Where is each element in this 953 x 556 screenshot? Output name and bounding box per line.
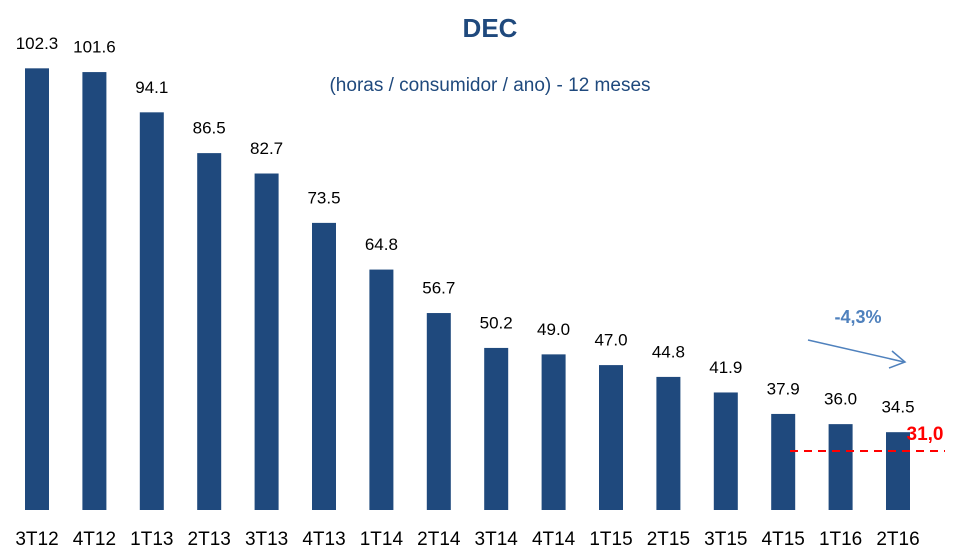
value-label: 41.9 bbox=[709, 358, 742, 377]
x-tick-label: 2T13 bbox=[188, 529, 231, 550]
x-tick-label: 2T15 bbox=[647, 529, 690, 550]
x-tick-label: 1T14 bbox=[360, 529, 404, 550]
value-label: 102.3 bbox=[16, 34, 59, 53]
chart-subtitle: (horas / consumidor / ano) - 12 meses bbox=[329, 75, 650, 96]
x-tick-label: 3T13 bbox=[245, 529, 288, 550]
bar bbox=[484, 347, 509, 510]
x-tick-label: 4T13 bbox=[302, 529, 345, 550]
value-label: 73.5 bbox=[307, 188, 340, 207]
x-tick-label: 3T15 bbox=[704, 529, 747, 550]
bar bbox=[254, 173, 279, 510]
bar bbox=[599, 365, 623, 510]
x-tick-label: 4T14 bbox=[532, 529, 576, 550]
value-label: 82.7 bbox=[250, 139, 283, 158]
value-label: 56.7 bbox=[422, 279, 455, 298]
x-tick-label: 4T12 bbox=[73, 529, 116, 550]
x-tick-label: 2T14 bbox=[417, 529, 461, 550]
x-tick-label: 2T16 bbox=[876, 529, 919, 550]
target-label: 31,0 bbox=[907, 424, 944, 445]
x-tick-label: 1T15 bbox=[589, 529, 632, 550]
value-label: 47.0 bbox=[594, 331, 627, 350]
bar bbox=[25, 68, 49, 510]
chart-title: DEC bbox=[463, 13, 518, 43]
bar bbox=[656, 376, 681, 510]
value-label: 37.9 bbox=[767, 379, 800, 398]
value-label: 86.5 bbox=[193, 119, 226, 138]
annotation-text: -4,3% bbox=[834, 307, 881, 327]
x-tick-label: 3T12 bbox=[15, 529, 58, 550]
bar bbox=[312, 222, 336, 510]
bar bbox=[426, 313, 451, 510]
value-label: 36.0 bbox=[824, 390, 857, 409]
value-label: 50.2 bbox=[480, 313, 513, 332]
bar bbox=[828, 424, 853, 510]
value-label: 49.0 bbox=[537, 320, 570, 339]
value-label: 44.8 bbox=[652, 342, 685, 361]
bar bbox=[82, 72, 107, 510]
value-label: 94.1 bbox=[135, 78, 168, 97]
bar bbox=[541, 354, 566, 510]
trend-arrow bbox=[807, 339, 905, 363]
bar bbox=[139, 112, 164, 510]
bar bbox=[197, 153, 222, 510]
trend-arrowhead bbox=[888, 350, 907, 369]
x-tick-label: 1T16 bbox=[819, 529, 862, 550]
x-tick-label: 4T15 bbox=[762, 529, 805, 550]
value-label: 64.8 bbox=[365, 235, 398, 254]
x-tick-label: 1T13 bbox=[130, 529, 173, 550]
bar bbox=[886, 432, 910, 510]
value-label: 101.6 bbox=[73, 38, 116, 57]
value-label: 34.5 bbox=[881, 398, 914, 417]
bar bbox=[771, 413, 796, 510]
bar bbox=[369, 269, 394, 510]
x-tick-label: 3T14 bbox=[475, 529, 519, 550]
bar bbox=[713, 392, 738, 510]
